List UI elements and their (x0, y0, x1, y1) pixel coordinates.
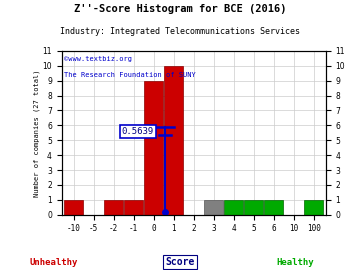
Bar (264, 200, 283, 215)
Text: Z''-Score Histogram for BCE (2016): Z''-Score Histogram for BCE (2016) (74, 4, 286, 14)
Bar (304, 200, 323, 215)
Bar (64, 200, 83, 215)
Text: The Research Foundation of SUNY: The Research Foundation of SUNY (64, 72, 196, 78)
Text: Industry: Integrated Telecommunications Services: Industry: Integrated Telecommunications … (60, 27, 300, 36)
Bar (104, 200, 123, 215)
Y-axis label: Number of companies (27 total): Number of companies (27 total) (33, 69, 40, 197)
Bar (124, 200, 143, 215)
Bar (144, 81, 163, 215)
Text: Score: Score (165, 257, 195, 267)
Bar (204, 200, 223, 215)
Text: Healthy: Healthy (276, 258, 314, 267)
Bar (164, 66, 183, 215)
Text: 0.5639: 0.5639 (122, 127, 154, 136)
Bar (224, 200, 243, 215)
Text: ©www.textbiz.org: ©www.textbiz.org (64, 56, 132, 62)
Bar (244, 200, 263, 215)
Text: Unhealthy: Unhealthy (30, 258, 78, 267)
